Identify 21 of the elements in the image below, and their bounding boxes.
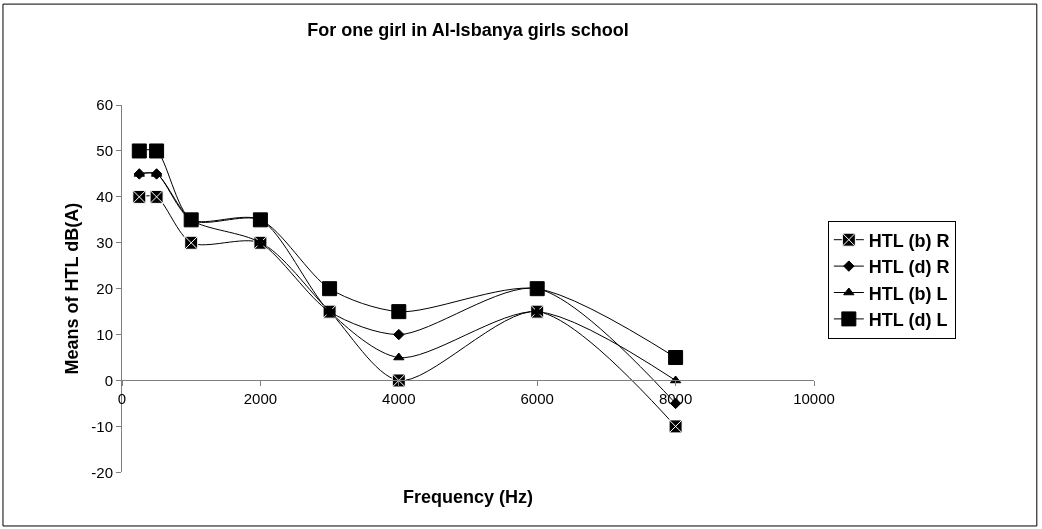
x-tick-label: 6000 [520, 390, 554, 408]
chart-title: For one girl in Al-Isbanya girls school [307, 20, 629, 41]
legend-label: HTL (d) L [868, 309, 948, 330]
x-tick-label: 0 [117, 390, 127, 408]
y-tick-label: 50 [96, 142, 113, 160]
x-tick-label: 10000 [793, 390, 835, 408]
y-tick-label: -10 [91, 417, 113, 435]
legend-label: HTL (b) R [868, 230, 950, 251]
legend-label: HTL (b) L [868, 283, 948, 304]
y-tick-label: 60 [96, 96, 113, 114]
y-axis-title: Means of HTL dB(A) [61, 202, 82, 375]
x-tick-label: 4000 [382, 390, 416, 408]
y-tick-label: 0 [104, 371, 113, 389]
x-tick-label: 2000 [243, 390, 278, 408]
y-tick-label: 20 [96, 279, 113, 297]
y-tick-label: 30 [96, 234, 113, 252]
legend-label: HTL (d) R [868, 257, 950, 278]
x-axis-title: Frequency (Hz) [403, 487, 534, 507]
y-tick-label: 10 [96, 325, 113, 343]
y-tick-label: 40 [96, 188, 113, 206]
y-tick-label: -20 [91, 463, 113, 481]
